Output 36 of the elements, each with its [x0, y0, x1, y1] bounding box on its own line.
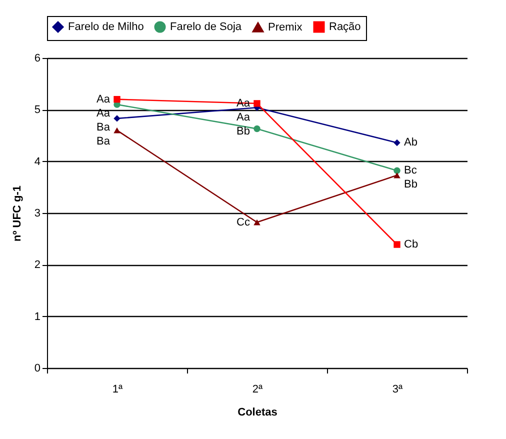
annotation: Bb — [236, 125, 250, 138]
y-tick-label: 0 — [34, 362, 40, 374]
point — [394, 172, 400, 178]
x-tick-label: 2ª — [252, 384, 264, 396]
y-tick-label: 1 — [34, 310, 40, 323]
x-axis-title: Coletas — [238, 406, 278, 418]
y-tick-label: 6 — [34, 52, 40, 64]
point — [254, 125, 260, 132]
legend-label: Ração — [329, 21, 361, 33]
y-tick-label: 2 — [34, 259, 40, 272]
point — [254, 219, 260, 226]
legend-label: Farelo de Milho — [68, 21, 144, 33]
point — [394, 139, 400, 146]
legend-label: Farelo de Soja — [170, 21, 242, 33]
point — [114, 96, 120, 103]
annotation: Cc — [236, 216, 250, 228]
annotation: Ba — [96, 121, 111, 134]
y-tick-label: 5 — [34, 104, 40, 116]
point — [254, 100, 260, 107]
annotation: Aa — [236, 111, 251, 124]
point — [394, 241, 400, 248]
annotation: Ba — [96, 135, 111, 148]
y-axis-title: nº UFC g-1 — [11, 186, 24, 242]
annotation: Cb — [404, 238, 418, 251]
x-tick-label: 1ª — [112, 384, 124, 396]
annotation: Ab — [404, 136, 418, 149]
annotation: Bc — [404, 164, 418, 177]
annotation: Bb — [404, 178, 418, 191]
point — [114, 115, 120, 122]
point — [394, 167, 400, 174]
y-tick-label: 3 — [34, 208, 40, 220]
x-tick-label: 3ª — [392, 384, 404, 396]
annotation: Aa — [96, 93, 111, 106]
point — [114, 127, 120, 134]
legend-label: Premix — [268, 21, 303, 34]
y-tick-label: 4 — [34, 156, 40, 168]
